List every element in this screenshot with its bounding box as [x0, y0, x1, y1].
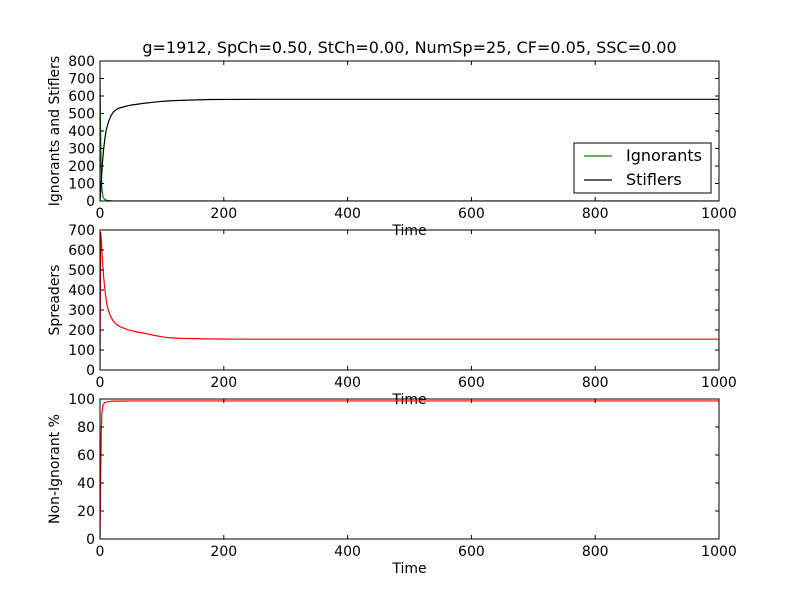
y-tick-label: 700: [68, 223, 95, 239]
x-tick-label: 200: [210, 544, 237, 560]
y-axis-label: Non-Ignorant %: [47, 414, 63, 524]
x-tick-label: 1000: [701, 375, 737, 391]
x-tick-label: 200: [210, 206, 237, 222]
series-line: [100, 231, 719, 370]
x-axis-label: Time: [391, 223, 426, 239]
y-axis-label: Ignorants and Stiflers: [47, 56, 63, 206]
x-tick-label: 400: [334, 375, 361, 391]
x-tick-label: 400: [334, 544, 361, 560]
y-tick-label: 600: [68, 243, 95, 259]
y-tick-label: 400: [68, 283, 95, 299]
ignorants-stiflers-panel: 0 200 400 600 800 100001002003004005006007008…: [47, 38, 737, 239]
y-tick-label: 600: [68, 89, 95, 105]
y-tick-label: 300: [68, 303, 95, 319]
stiflers-line: [100, 98, 719, 201]
y-axis-label: Spreaders: [47, 265, 63, 336]
y-tick-label: 100: [68, 177, 95, 193]
x-tick-label: 1000: [701, 544, 737, 560]
legend-box: [573, 142, 712, 194]
x-tick-label: 800: [582, 206, 609, 222]
x-axis-label: Time: [391, 561, 426, 577]
x-tick-label: 800: [582, 375, 609, 391]
y-tick-label: 40: [77, 476, 95, 492]
y-tick-label: 0: [86, 194, 95, 210]
x-tick-label: 400: [334, 206, 361, 222]
x-tick-label: 600: [458, 375, 485, 391]
x-tick-label: 0: [96, 544, 105, 560]
y-tick-label: 400: [68, 124, 95, 140]
y-tick-label: 100: [68, 392, 95, 408]
x-axis-label: Time: [391, 392, 426, 408]
chart-title: g=1912, SpCh=0.50, StCh=0.00, NumSp=25, …: [142, 38, 676, 57]
y-tick-label: 200: [68, 159, 95, 175]
x-tick-label: 600: [458, 544, 485, 560]
legend-label-stiflers: Stiflers: [626, 170, 682, 189]
x-tick-label: 0: [96, 375, 105, 391]
non-ignorant-panel: 0 200 400 600 800 1000 0 20 40 60 80 100 Non-Ignoran…: [47, 392, 737, 577]
y-tick-label: 300: [68, 142, 95, 158]
y-tick-label: 20: [77, 504, 95, 520]
y-tick-label: 700: [68, 72, 95, 88]
x-tick-label: 800: [582, 544, 609, 560]
axes-frame: [99, 398, 720, 540]
y-tick-label: 500: [68, 107, 95, 123]
legend: Ignorants Stiflers: [573, 142, 712, 194]
y-tick-label: 100: [68, 343, 95, 359]
x-tick-label: 0: [96, 206, 105, 222]
y-tick-label: 80: [77, 420, 95, 436]
y-tick-label: 200: [68, 323, 95, 339]
y-tick-label: 500: [68, 263, 95, 279]
y-tick-label: 800: [68, 54, 95, 70]
axes-frame: [99, 229, 720, 371]
x-tick-label: 600: [458, 206, 485, 222]
y-tick-label: 0: [86, 363, 95, 379]
x-tick-label: 200: [210, 375, 237, 391]
spreaders-panel: 0 200 400 600 800 10000100200300400500600700S…: [47, 223, 737, 408]
series-line: [100, 400, 719, 539]
x-tick-label: 1000: [701, 206, 737, 222]
legend-label-ignorants: Ignorants: [626, 146, 702, 165]
y-tick-label: 0: [86, 532, 95, 548]
y-tick-label: 60: [77, 448, 95, 464]
